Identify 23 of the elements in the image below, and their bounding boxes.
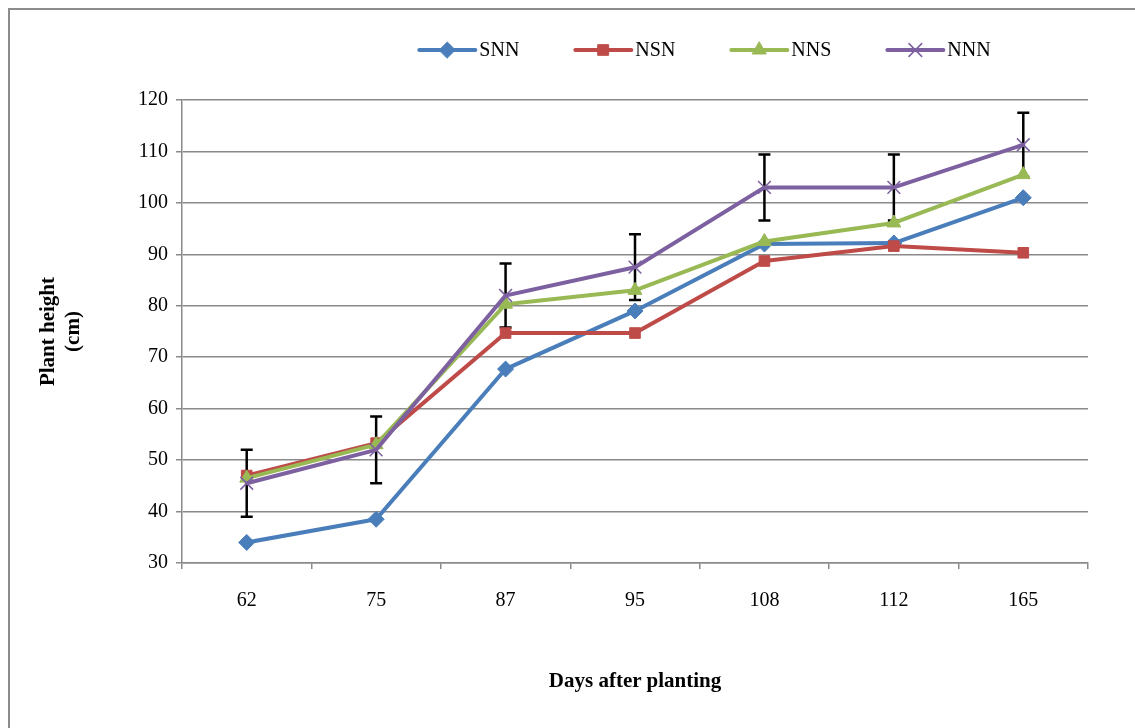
legend-label: NNN bbox=[947, 38, 991, 61]
x-tick-label: 75 bbox=[366, 588, 387, 611]
x-tick-label: 62 bbox=[236, 588, 257, 611]
y-axis-title: Plant height (cm) bbox=[35, 276, 85, 387]
y-tick-label: 50 bbox=[148, 447, 168, 470]
y-tick-label: 120 bbox=[138, 87, 168, 110]
y-tick-label: 110 bbox=[138, 138, 168, 161]
x-tick-label: 165 bbox=[1008, 588, 1039, 611]
y-tick-label: 90 bbox=[148, 241, 168, 264]
x-tick-label: 95 bbox=[625, 588, 645, 611]
x-axis-title: Days after planting bbox=[548, 667, 722, 692]
y-tick-label: 100 bbox=[138, 190, 168, 213]
y-tick-label: 40 bbox=[148, 498, 168, 521]
legend-label: NSN bbox=[635, 38, 676, 61]
y-tick-label: 80 bbox=[148, 293, 168, 316]
y-tick-label: 70 bbox=[148, 344, 168, 367]
x-tick-label: 112 bbox=[879, 588, 909, 611]
y-tick-label: 60 bbox=[148, 395, 168, 418]
y-tick-label: 30 bbox=[148, 550, 168, 573]
legend-label: NNS bbox=[791, 38, 832, 61]
x-tick-label: 87 bbox=[495, 588, 516, 611]
x-tick-label: 108 bbox=[749, 588, 780, 611]
legend-label: SNN bbox=[479, 38, 520, 61]
